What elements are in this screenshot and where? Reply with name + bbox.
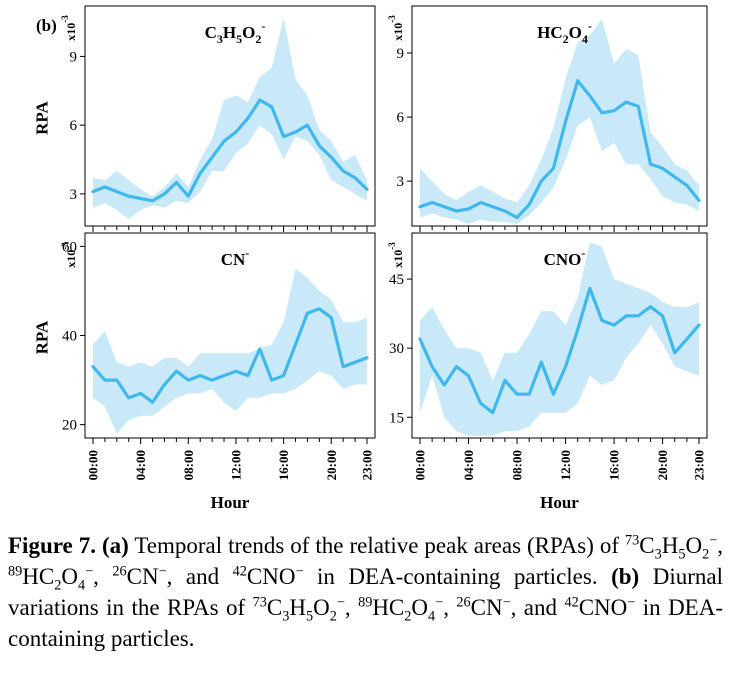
panels: 3 6 9 RPA x10-3 C3H5O2- 3 6 9 x10-3 HC2O4- 20 40 60 00…: [33, 5, 708, 512]
scale-label: x10-3: [387, 15, 405, 41]
y-tick-label: 30: [389, 341, 404, 357]
caption-part-b-tail: in DEA-containing particles.: [8, 595, 724, 651]
mean-line: [418, 79, 701, 220]
figure-caption: Figure 7. (a) Temporal trends of the rel…: [8, 530, 723, 654]
diurnal-figure: (b) 3 6 9 RPA x10-3 C3H5O2- 3 6 9 x10-3 HC2O4- 20 40…: [33, 5, 708, 512]
y-tick-label: 6: [70, 118, 78, 134]
y-tick-label: 9: [397, 46, 405, 62]
x-tick-label: 23:00: [692, 450, 707, 480]
panel-tag: (b): [36, 16, 57, 35]
x-tick-label: 12:00: [228, 450, 243, 480]
caption-part-b-label: (b): [611, 564, 640, 589]
scale-label: x10-3: [60, 15, 78, 41]
chart-panel-1: 3 6 9 RPA x10-3 C3H5O2-: [33, 5, 376, 232]
y-tick-label: 20: [62, 418, 77, 434]
y-tick-label: 15: [389, 410, 404, 426]
caption-part-b-text: Diurnal variations in the RPAs of: [8, 564, 724, 620]
caption-part-a-tail: in DEA-containing particles.: [317, 564, 598, 589]
x-tick-label: 04:00: [461, 450, 476, 480]
panel-title: CN-: [221, 246, 250, 269]
caption-figure-label: Figure 7.: [8, 533, 96, 558]
x-tick-label: 12:00: [558, 450, 573, 480]
x-tick-label: 04:00: [133, 450, 148, 480]
caption-part-a-label: (a): [101, 533, 129, 558]
panel-title: C3H5O2-: [205, 19, 266, 46]
y-tick-label: 6: [397, 110, 405, 126]
plot-frame: [84, 5, 376, 227]
mean-line: [91, 98, 369, 203]
x-tick-label: 08:00: [510, 450, 525, 480]
y-axis-label: RPA: [33, 320, 52, 354]
x-tick-label: 16:00: [276, 450, 291, 480]
range-band: [420, 18, 699, 224]
x-tick-label: 16:00: [607, 450, 622, 480]
plot-frame: [411, 232, 708, 439]
y-tick-label: 9: [70, 49, 78, 65]
panel-title: CNO-: [544, 246, 586, 269]
x-tick-label: 00:00: [86, 450, 101, 480]
chart-panel-4: 15 30 45 00:00 04:00 08:00 12:00 16:00 20:00 23:0…: [387, 232, 708, 512]
caption-part-a-text: Temporal trends of the relative peak are…: [134, 533, 620, 558]
x-tick-label: 08:00: [181, 450, 196, 480]
scale-label: x10-3: [387, 242, 405, 268]
y-tick-label: 3: [397, 174, 405, 190]
caption-part-b-species: 73C3H5O2−, 89HC2O4−, 26CN−, and 42CNO−: [252, 594, 636, 625]
x-tick-label: 20:00: [324, 450, 339, 480]
chart-panel-2: 3 6 9 x10-3 HC2O4-: [387, 5, 708, 232]
mean-line: [418, 286, 701, 415]
range-band: [420, 242, 699, 436]
panel-title: HC2O4-: [537, 19, 592, 46]
chart-panel-3: 20 40 60 00:00 04:00 08:00 12:00 16:00 20:00 23:0…: [33, 232, 376, 512]
y-tick-label: 60: [62, 239, 77, 255]
y-tick-label: 40: [62, 329, 77, 345]
x-axis-label: Hour: [540, 493, 579, 512]
x-tick-label: 23:00: [360, 450, 375, 480]
y-axis-label: RPA: [33, 100, 52, 134]
y-tick-label: 3: [70, 187, 78, 203]
scale-label: x10-3: [60, 242, 78, 268]
plot-frame: [411, 5, 708, 227]
x-tick-label: 00:00: [413, 450, 428, 480]
x-tick-label: 20:00: [655, 450, 670, 480]
y-tick-label: 45: [389, 272, 404, 288]
range-band: [93, 17, 367, 220]
caption-part-a-species: 73C3H5O2−, 89HC2O4−, 26CN−, and 42CNO−: [8, 532, 724, 594]
range-band: [93, 268, 367, 434]
x-axis-label: Hour: [211, 493, 250, 512]
mean-line: [91, 307, 369, 404]
